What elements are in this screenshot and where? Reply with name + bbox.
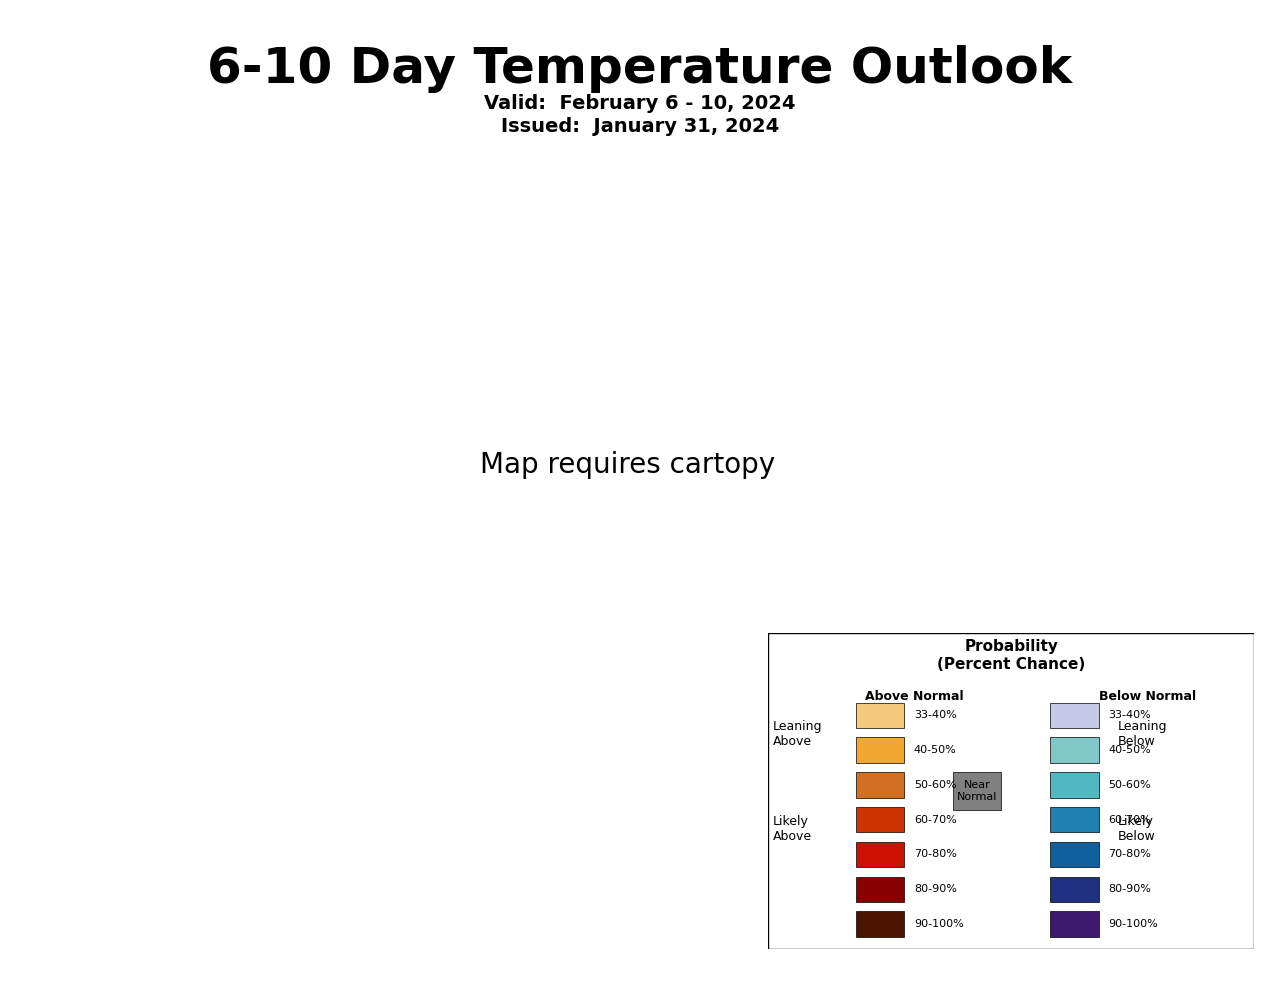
Text: Above Normal: Above Normal [864, 690, 964, 703]
Text: Likely
Above: Likely Above [773, 815, 812, 844]
FancyBboxPatch shape [1050, 842, 1098, 867]
Text: Likely
Below: Likely Below [1119, 815, 1156, 844]
FancyBboxPatch shape [855, 702, 904, 728]
FancyBboxPatch shape [855, 876, 904, 902]
Text: Leaning
Below: Leaning Below [1119, 720, 1167, 749]
FancyBboxPatch shape [1050, 738, 1098, 763]
Text: 90-100%: 90-100% [1108, 919, 1158, 929]
Text: 60-70%: 60-70% [914, 815, 956, 825]
Text: 50-60%: 50-60% [914, 780, 956, 790]
FancyBboxPatch shape [952, 772, 1001, 810]
FancyBboxPatch shape [1050, 702, 1098, 728]
Text: 80-90%: 80-90% [1108, 884, 1151, 894]
Text: Probability
(Percent Chance): Probability (Percent Chance) [937, 639, 1085, 672]
FancyBboxPatch shape [1050, 912, 1098, 937]
Text: Valid:  February 6 - 10, 2024: Valid: February 6 - 10, 2024 [484, 94, 796, 113]
Text: 6-10 Day Temperature Outlook: 6-10 Day Temperature Outlook [207, 45, 1073, 93]
Text: 70-80%: 70-80% [914, 850, 956, 859]
FancyBboxPatch shape [855, 772, 904, 797]
FancyBboxPatch shape [855, 842, 904, 867]
FancyBboxPatch shape [855, 807, 904, 833]
Text: Near
Normal: Near Normal [957, 780, 997, 802]
Text: 33-40%: 33-40% [1108, 710, 1151, 720]
Text: Below Normal: Below Normal [1098, 690, 1196, 703]
Text: 33-40%: 33-40% [914, 710, 956, 720]
FancyBboxPatch shape [1050, 876, 1098, 902]
Text: 80-90%: 80-90% [914, 884, 956, 894]
FancyBboxPatch shape [1050, 807, 1098, 833]
Text: Issued:  January 31, 2024: Issued: January 31, 2024 [500, 117, 780, 135]
Text: 40-50%: 40-50% [1108, 745, 1151, 755]
Text: Map requires cartopy: Map requires cartopy [480, 451, 774, 479]
Text: 50-60%: 50-60% [1108, 780, 1151, 790]
FancyBboxPatch shape [855, 912, 904, 937]
Text: 70-80%: 70-80% [1108, 850, 1151, 859]
Text: 90-100%: 90-100% [914, 919, 964, 929]
Text: Leaning
Above: Leaning Above [773, 720, 822, 749]
Text: 40-50%: 40-50% [914, 745, 956, 755]
FancyBboxPatch shape [1050, 772, 1098, 797]
Text: 60-70%: 60-70% [1108, 815, 1151, 825]
FancyBboxPatch shape [855, 738, 904, 763]
